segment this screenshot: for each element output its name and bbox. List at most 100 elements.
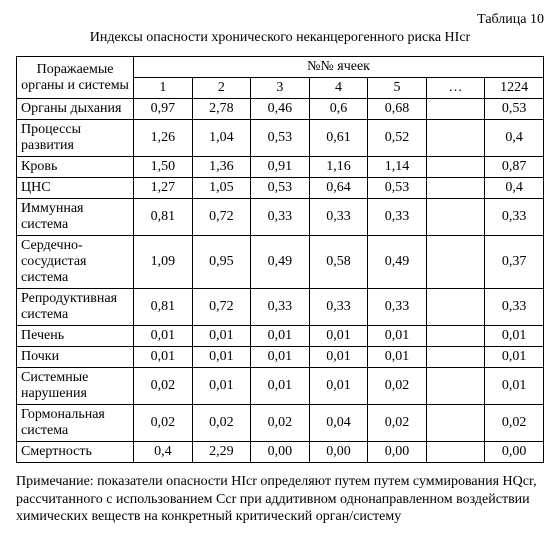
cell-value: 0,68 [368,99,427,120]
risk-index-table: Поражаемые органы и системы №№ ячеек 1 2… [16,56,544,463]
cell-value: 0,33 [309,289,368,326]
cell-value: 0,00 [251,442,310,463]
cell-value: 0,95 [192,236,251,289]
table-row: Процессы развития1,261,040,530,610,520,4 [17,120,544,157]
cell-value: 0,01 [192,347,251,368]
cell-value [426,368,485,405]
cell-value [426,178,485,199]
row-organ-label: Репродуктивная система [17,289,134,326]
table-number: Таблица 10 [16,12,544,28]
cell-value: 0,87 [485,157,544,178]
cell-value: 0,33 [251,199,310,236]
cell-value: 0,02 [251,405,310,442]
cell-value: 0,04 [309,405,368,442]
cell-value: 1,09 [134,236,193,289]
row-organ-label: Сердечно-сосудистая система [17,236,134,289]
cell-value: 0,33 [485,289,544,326]
cell-value: 0,58 [309,236,368,289]
table-title: Индексы опасности хронического неканцеро… [16,30,544,46]
table-row: Органы дыхания0,972,780,460,60,680,53 [17,99,544,120]
cell-value: 0,4 [485,120,544,157]
cell-value: 0,02 [368,368,427,405]
cell-value: 0,01 [485,326,544,347]
cell-value: 0,01 [309,347,368,368]
cell-value: 1,27 [134,178,193,199]
cell-value [426,347,485,368]
cell-value: 0,01 [368,347,427,368]
cell-value: 2,78 [192,99,251,120]
cell-value: 0,81 [134,289,193,326]
cell-value: 0,02 [485,405,544,442]
cell-value: 0,00 [309,442,368,463]
cell-value: 0,53 [251,120,310,157]
cell-value: 0,81 [134,199,193,236]
cell-value: 0,01 [192,368,251,405]
cell-value: 0,53 [368,178,427,199]
col-organ-header: Поражаемые органы и системы [17,57,134,99]
cell-value [426,405,485,442]
table-note: Примечание: показатели опасности HIcr оп… [16,473,544,526]
table-row: Кровь1,501,360,911,161,140,87 [17,157,544,178]
cell-value: 0,72 [192,199,251,236]
row-organ-label: Печень [17,326,134,347]
col-cells-group-header: №№ ячеек [134,57,544,78]
cell-value [426,120,485,157]
table-row: Сердечно-сосудистая система1,090,950,490… [17,236,544,289]
cell-value: 0,01 [251,347,310,368]
cell-value [426,289,485,326]
table-row: Системные нарушения0,020,010,010,010,020… [17,368,544,405]
col-2-header: 2 [192,78,251,99]
cell-value: 0,37 [485,236,544,289]
cell-value: 0,01 [485,368,544,405]
row-organ-label: Системные нарушения [17,368,134,405]
cell-value: 0,64 [309,178,368,199]
cell-value: 1,26 [134,120,193,157]
table-row: Иммунная система0,810,720,330,330,330,33 [17,199,544,236]
row-organ-label: Почки [17,347,134,368]
table-row: Репродуктивная система0,810,720,330,330,… [17,289,544,326]
cell-value: 0,01 [309,326,368,347]
cell-value: 0,33 [309,199,368,236]
cell-value: 0,00 [368,442,427,463]
col-5-header: 5 [368,78,427,99]
cell-value [426,236,485,289]
cell-value: 0,02 [134,368,193,405]
cell-value: 0,02 [134,405,193,442]
cell-value: 0,33 [368,199,427,236]
cell-value: 0,4 [485,178,544,199]
row-organ-label: Иммунная система [17,199,134,236]
cell-value: 0,49 [368,236,427,289]
cell-value: 1,50 [134,157,193,178]
col-1224-header: 1224 [485,78,544,99]
cell-value: 0,01 [485,347,544,368]
cell-value [426,157,485,178]
cell-value: 0,33 [251,289,310,326]
cell-value: 0,97 [134,99,193,120]
cell-value: 0,91 [251,157,310,178]
cell-value: 0,33 [485,199,544,236]
cell-value: 0,01 [368,326,427,347]
table-row: Смертность0,42,290,000,000,000,00 [17,442,544,463]
row-organ-label: Органы дыхания [17,99,134,120]
cell-value: 1,05 [192,178,251,199]
cell-value: 0,01 [134,347,193,368]
cell-value: 0,4 [134,442,193,463]
cell-value [426,99,485,120]
cell-value: 0,01 [251,368,310,405]
cell-value: 0,6 [309,99,368,120]
cell-value: 0,00 [485,442,544,463]
cell-value: 0,01 [134,326,193,347]
table-row: ЦНС1,271,050,530,640,530,4 [17,178,544,199]
cell-value [426,442,485,463]
cell-value: 0,53 [485,99,544,120]
cell-value: 0,01 [251,326,310,347]
col-ellipsis-header: … [426,78,485,99]
cell-value: 1,16 [309,157,368,178]
cell-value: 1,14 [368,157,427,178]
cell-value: 0,61 [309,120,368,157]
cell-value: 0,49 [251,236,310,289]
row-organ-label: ЦНС [17,178,134,199]
row-organ-label: Гормональная система [17,405,134,442]
cell-value: 0,01 [192,326,251,347]
cell-value: 2,29 [192,442,251,463]
